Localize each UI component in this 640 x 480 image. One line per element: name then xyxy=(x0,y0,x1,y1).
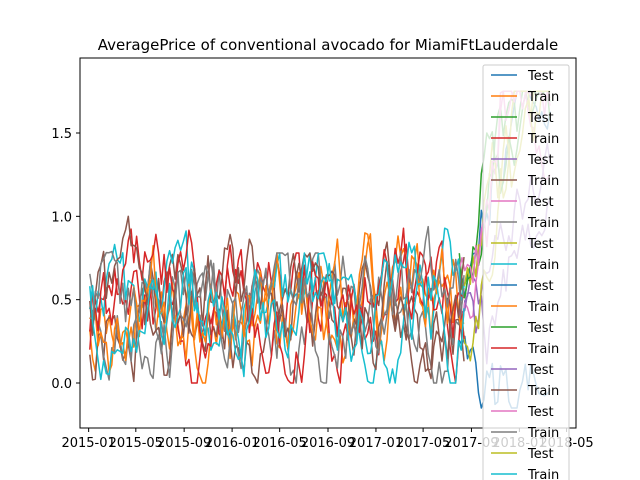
series-line-18 xyxy=(89,225,465,384)
legend-label: Test xyxy=(527,111,554,126)
series-line-8 xyxy=(89,252,465,384)
y-tick-label: 1.5 xyxy=(51,127,72,142)
legend-label: Test xyxy=(527,363,554,378)
legend-label: Test xyxy=(527,279,554,294)
legend-label: Test xyxy=(527,153,554,168)
x-tick-label: 2016-05 xyxy=(252,436,306,451)
legend-label: Test xyxy=(527,237,554,252)
y-axis: 0.0 0.5 1.0 1.5 xyxy=(51,127,80,392)
legend-label: Test xyxy=(527,321,554,336)
x-tick-label: 2017-05 xyxy=(396,436,450,451)
legend-label: Train xyxy=(527,132,559,147)
legend-label: Train xyxy=(527,426,559,441)
x-tick-label: 2016-09 xyxy=(301,436,355,451)
legend-label: Train xyxy=(527,174,559,189)
series-line-16 xyxy=(89,215,465,384)
x-tick-label: 2017-01 xyxy=(349,436,403,451)
x-tick-label: 2015-05 xyxy=(109,436,163,451)
series-layer xyxy=(89,90,551,409)
series-line-20 xyxy=(89,241,465,384)
legend: Test Train Test Train Test Train Test Train Test… xyxy=(482,64,570,480)
series-line-14 xyxy=(89,227,465,384)
legend-box xyxy=(482,64,570,480)
series-line-10 xyxy=(89,227,465,384)
chart-title: AveragePrice of conventional avocado for… xyxy=(98,36,559,54)
legend-label: Train xyxy=(527,90,559,105)
legend-label: Train xyxy=(527,468,559,480)
legend-label: Train xyxy=(527,342,559,357)
legend-label: Train xyxy=(527,258,559,273)
legend-label: Test xyxy=(527,405,554,420)
legend-label: Train xyxy=(527,384,559,399)
x-tick-label: 2015-09 xyxy=(157,436,211,451)
legend-label: Test xyxy=(527,195,554,210)
legend-label: Train xyxy=(527,300,559,315)
y-tick-label: 1.0 xyxy=(51,210,72,225)
x-tick-label: 2015-01 xyxy=(61,436,115,451)
legend-label: Train xyxy=(527,216,559,231)
y-tick-label: 0.0 xyxy=(51,377,72,392)
legend-label: Test xyxy=(527,69,554,84)
x-tick-label: 2016-01 xyxy=(205,436,259,451)
legend-label: Test xyxy=(527,447,554,462)
y-tick-label: 0.5 xyxy=(51,294,72,309)
